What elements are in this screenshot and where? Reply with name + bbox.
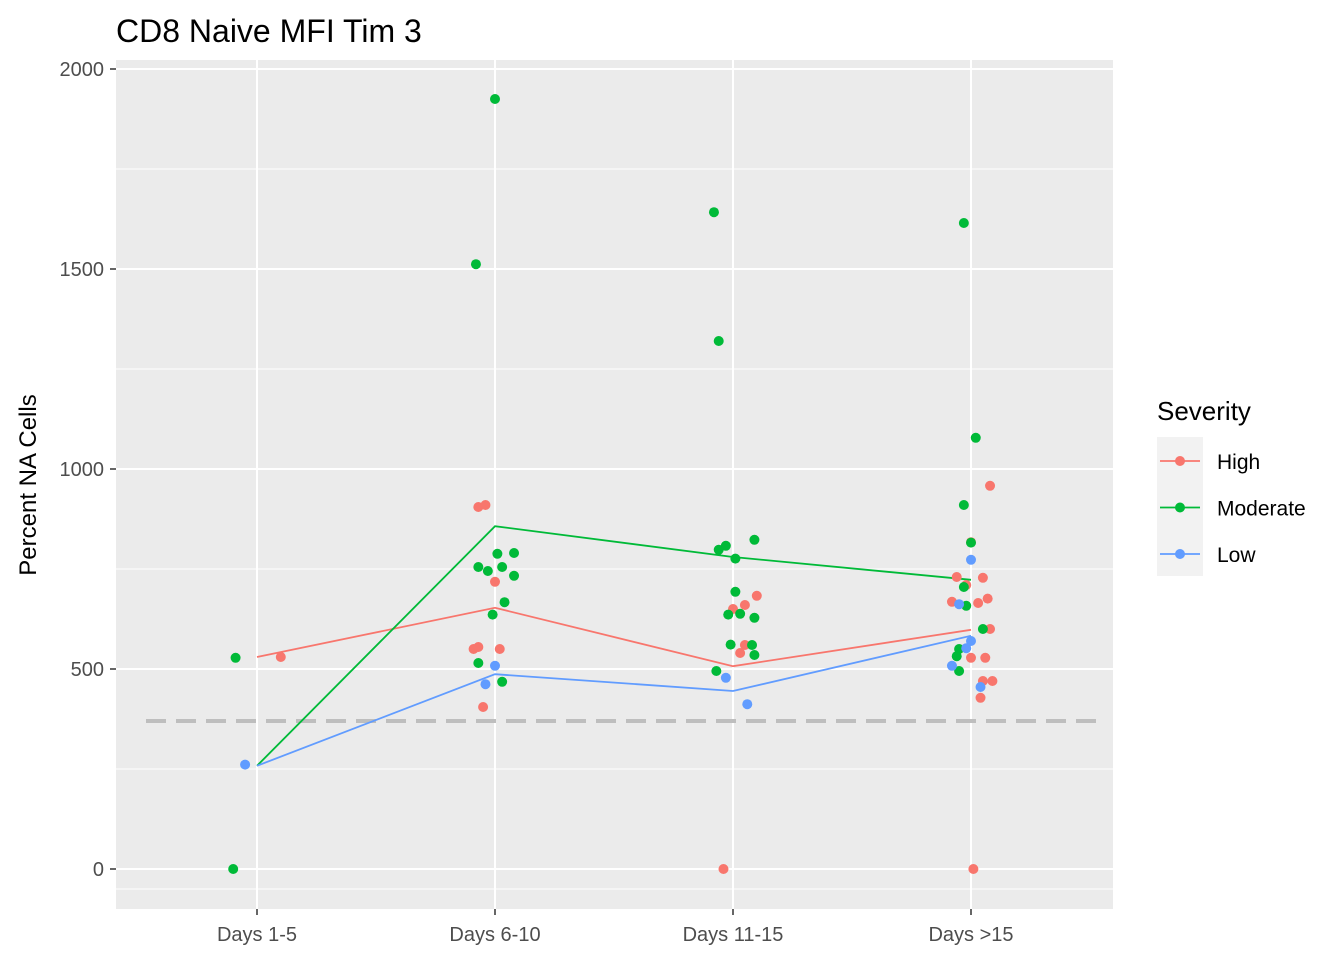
point-high [985, 624, 996, 634]
legend-label-low: Low [1217, 544, 1256, 567]
point-moderate [966, 537, 976, 548]
point-moderate [711, 666, 722, 676]
point-high [478, 702, 489, 712]
point-high [473, 642, 484, 652]
point-moderate [749, 650, 760, 660]
x-tick-label: Days 1-5 [217, 924, 297, 946]
series-line-high [256, 606, 972, 668]
point-moderate [723, 609, 734, 620]
point-low [480, 679, 491, 690]
point-moderate [725, 639, 736, 650]
point-low [946, 660, 957, 671]
chart-title: CD8 Naive MFI Tim 3 [116, 13, 422, 49]
point-moderate [230, 652, 241, 663]
point-moderate [970, 432, 981, 443]
point-high [275, 652, 286, 662]
y-axis-title: Percent NA Cells [15, 394, 42, 575]
point-low [966, 554, 976, 565]
point-moderate [749, 612, 760, 623]
y-tick-label: 0 [93, 859, 104, 881]
point-moderate [958, 218, 969, 228]
point-moderate [497, 562, 508, 572]
point-moderate [730, 586, 741, 597]
point-moderate [954, 666, 965, 676]
legend-key-point [1175, 502, 1185, 513]
point-high [975, 692, 986, 703]
point-moderate [749, 534, 760, 545]
x-tick-label: Days 11-15 [683, 924, 784, 946]
point-high [735, 648, 746, 658]
point-moderate [977, 624, 988, 634]
point-low [966, 636, 976, 646]
series-line-low [256, 634, 972, 767]
point-low [720, 672, 731, 683]
point-high [739, 600, 750, 610]
point-high [494, 644, 505, 654]
point-moderate [473, 562, 484, 572]
point-moderate [490, 94, 500, 104]
grid-minor [116, 168, 1113, 890]
point-high [982, 593, 993, 604]
point-high [968, 864, 979, 874]
legend-key-point [1175, 549, 1185, 559]
point-low [975, 682, 986, 692]
point-moderate [492, 548, 503, 559]
point-high [980, 652, 991, 663]
point-low [490, 660, 500, 671]
x-tick-label: Days 6-10 [449, 924, 540, 946]
point-moderate [509, 548, 520, 558]
point-low [240, 759, 251, 770]
point-moderate [470, 259, 481, 270]
data-points [228, 94, 998, 874]
legend: Severity High Moderate Low [1157, 396, 1306, 576]
legend-label-moderate: Moderate [1217, 498, 1306, 521]
grid-major [116, 60, 1113, 909]
point-low [742, 699, 753, 710]
x-tick-label: Days >15 [928, 924, 1013, 946]
point-moderate [747, 640, 758, 650]
point-moderate [730, 553, 741, 564]
legend-label-high: High [1217, 451, 1260, 474]
y-tick-label: 2000 [60, 59, 105, 81]
y-axis: 0 500 1000 1500 2000 [60, 59, 116, 881]
series-line-moderate [256, 525, 972, 767]
point-high [739, 640, 750, 650]
point-moderate [499, 597, 510, 608]
plot-panel [116, 60, 1113, 909]
point-high [718, 864, 729, 874]
legend-key-point [1175, 456, 1185, 466]
point-moderate [958, 582, 969, 592]
point-moderate [708, 207, 719, 218]
point-moderate [487, 609, 498, 620]
point-moderate [497, 676, 508, 687]
point-moderate [958, 500, 969, 510]
y-tick-label: 1500 [60, 259, 105, 281]
point-moderate [473, 658, 484, 668]
point-low [954, 599, 965, 610]
point-high [480, 500, 491, 510]
y-tick-label: 1000 [60, 459, 105, 481]
point-high [987, 676, 998, 686]
point-moderate [720, 540, 731, 551]
point-moderate [228, 864, 239, 874]
series-lines [256, 525, 972, 767]
point-high [490, 576, 500, 587]
point-moderate [713, 336, 724, 346]
point-low [961, 643, 972, 654]
point-moderate [509, 570, 520, 581]
point-high [951, 572, 962, 582]
legend-title: Severity [1157, 396, 1251, 426]
point-moderate [482, 566, 493, 576]
point-high [966, 652, 976, 663]
x-axis: Days 1-5 Days 6-10 Days 11-15 Days >15 [217, 909, 1014, 946]
y-tick-label: 500 [71, 659, 104, 681]
point-high [977, 572, 988, 583]
point-moderate [951, 651, 962, 662]
point-high [751, 590, 762, 601]
point-moderate [735, 608, 746, 619]
point-high [985, 480, 996, 491]
point-high [973, 598, 984, 608]
